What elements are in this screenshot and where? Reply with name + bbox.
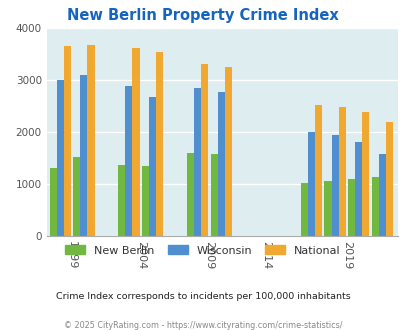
Bar: [57, 80, 64, 236]
Bar: [87, 45, 94, 236]
Text: New Berlin Property Crime Index: New Berlin Property Crime Index: [67, 8, 338, 23]
Bar: [156, 52, 163, 236]
Bar: [331, 135, 338, 236]
Bar: [338, 107, 345, 236]
Bar: [378, 154, 385, 236]
Bar: [347, 179, 354, 236]
Bar: [324, 181, 331, 236]
Bar: [125, 86, 132, 236]
Text: © 2025 CityRating.com - https://www.cityrating.com/crime-statistics/: © 2025 CityRating.com - https://www.city…: [64, 321, 341, 330]
Bar: [210, 154, 217, 236]
Bar: [354, 143, 361, 236]
Bar: [80, 75, 87, 236]
Bar: [314, 105, 321, 236]
Bar: [194, 88, 201, 236]
Bar: [385, 122, 392, 236]
Bar: [118, 165, 125, 236]
Bar: [64, 46, 71, 236]
Bar: [224, 67, 231, 236]
Bar: [142, 166, 149, 236]
Bar: [300, 183, 307, 236]
Bar: [73, 157, 80, 236]
Text: Crime Index corresponds to incidents per 100,000 inhabitants: Crime Index corresponds to incidents per…: [55, 292, 350, 301]
Bar: [49, 168, 57, 236]
Bar: [361, 112, 369, 236]
Bar: [132, 48, 139, 236]
Bar: [217, 92, 224, 236]
Bar: [307, 132, 314, 236]
Bar: [201, 64, 208, 236]
Legend: New Berlin, Wisconsin, National: New Berlin, Wisconsin, National: [60, 241, 345, 260]
Bar: [149, 97, 156, 236]
Bar: [187, 153, 194, 236]
Bar: [371, 177, 378, 236]
